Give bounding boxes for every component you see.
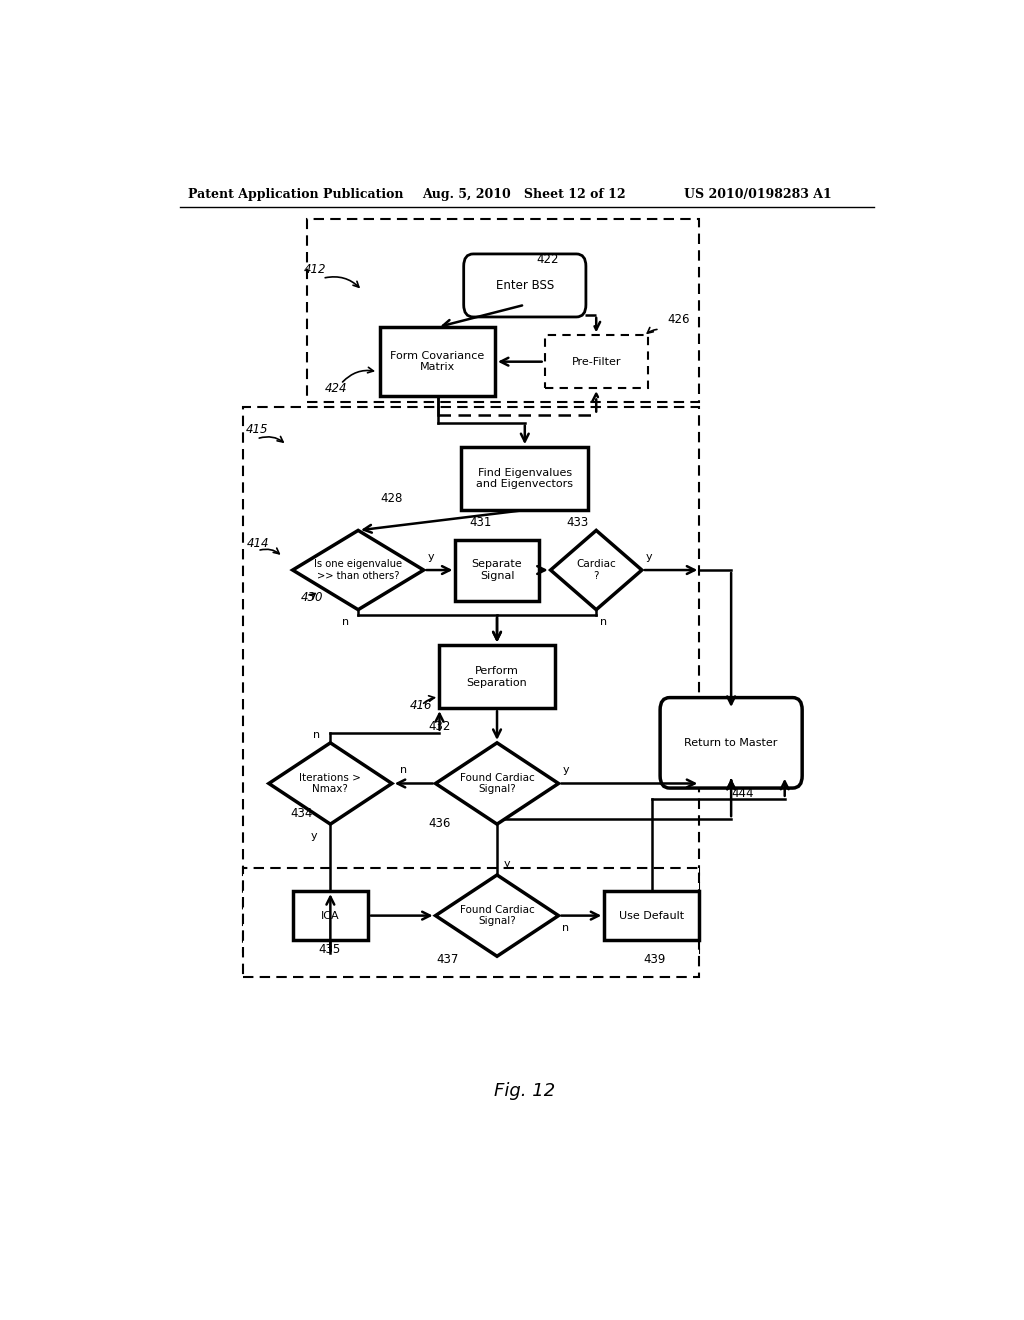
- Text: n: n: [600, 616, 607, 627]
- Bar: [243, 867, 699, 977]
- Text: Iterations >
Nmax?: Iterations > Nmax?: [299, 772, 361, 795]
- Bar: [545, 335, 648, 388]
- Text: Fig. 12: Fig. 12: [495, 1082, 555, 1101]
- Bar: [243, 408, 699, 953]
- Text: Aug. 5, 2010   Sheet 12 of 12: Aug. 5, 2010 Sheet 12 of 12: [422, 189, 626, 202]
- Text: 435: 435: [318, 944, 341, 956]
- Text: n: n: [342, 616, 349, 627]
- Text: n: n: [313, 730, 321, 739]
- Text: Pre-Filter: Pre-Filter: [571, 356, 621, 367]
- Text: y: y: [504, 859, 510, 869]
- Text: 439: 439: [644, 953, 667, 966]
- Text: 436: 436: [428, 817, 451, 830]
- Bar: [306, 219, 699, 403]
- FancyBboxPatch shape: [660, 697, 802, 788]
- Polygon shape: [435, 875, 558, 956]
- Text: y: y: [428, 552, 434, 562]
- Text: n: n: [399, 766, 407, 775]
- Text: Is one eigenvalue
>> than others?: Is one eigenvalue >> than others?: [314, 560, 402, 581]
- Text: y: y: [310, 832, 317, 841]
- Polygon shape: [269, 743, 392, 824]
- Text: Find Eigenvalues
and Eigenvectors: Find Eigenvalues and Eigenvectors: [476, 467, 573, 490]
- Text: 416: 416: [410, 700, 432, 713]
- Text: 428: 428: [380, 492, 402, 506]
- Text: 434: 434: [291, 807, 313, 820]
- Text: 444: 444: [731, 787, 754, 800]
- Text: 424: 424: [325, 383, 347, 395]
- Text: y: y: [646, 552, 652, 562]
- Text: 412: 412: [304, 263, 327, 276]
- Bar: [439, 645, 555, 709]
- Text: Enter BSS: Enter BSS: [496, 279, 554, 292]
- Text: Use Default: Use Default: [620, 911, 684, 920]
- Text: 426: 426: [668, 313, 690, 326]
- Text: Found Cardiac
Signal?: Found Cardiac Signal?: [460, 772, 535, 795]
- Text: 437: 437: [436, 953, 459, 966]
- Text: 422: 422: [537, 253, 559, 267]
- Text: 430: 430: [301, 590, 324, 603]
- Text: y: y: [562, 766, 569, 775]
- Polygon shape: [551, 531, 642, 610]
- Text: 415: 415: [246, 422, 268, 436]
- Text: Separate
Signal: Separate Signal: [472, 560, 522, 581]
- Text: Cardiac
?: Cardiac ?: [577, 560, 616, 581]
- Text: US 2010/0198283 A1: US 2010/0198283 A1: [684, 189, 831, 202]
- Polygon shape: [435, 743, 558, 824]
- Bar: [461, 447, 588, 510]
- Text: n: n: [562, 923, 569, 933]
- Text: Patent Application Publication: Patent Application Publication: [187, 189, 403, 202]
- Bar: [456, 540, 539, 601]
- Text: ICA: ICA: [322, 911, 340, 920]
- Bar: [604, 891, 699, 940]
- Bar: [380, 327, 495, 396]
- Text: Found Cardiac
Signal?: Found Cardiac Signal?: [460, 904, 535, 927]
- FancyBboxPatch shape: [464, 253, 586, 317]
- Text: 433: 433: [567, 516, 589, 529]
- Text: 431: 431: [469, 516, 492, 529]
- Text: Form Covariance
Matrix: Form Covariance Matrix: [390, 351, 484, 372]
- Text: 414: 414: [247, 537, 269, 549]
- Polygon shape: [293, 531, 424, 610]
- Text: Return to Master: Return to Master: [684, 738, 778, 748]
- Text: Perform
Separation: Perform Separation: [467, 667, 527, 688]
- Text: 432: 432: [428, 719, 451, 733]
- Bar: [293, 891, 368, 940]
